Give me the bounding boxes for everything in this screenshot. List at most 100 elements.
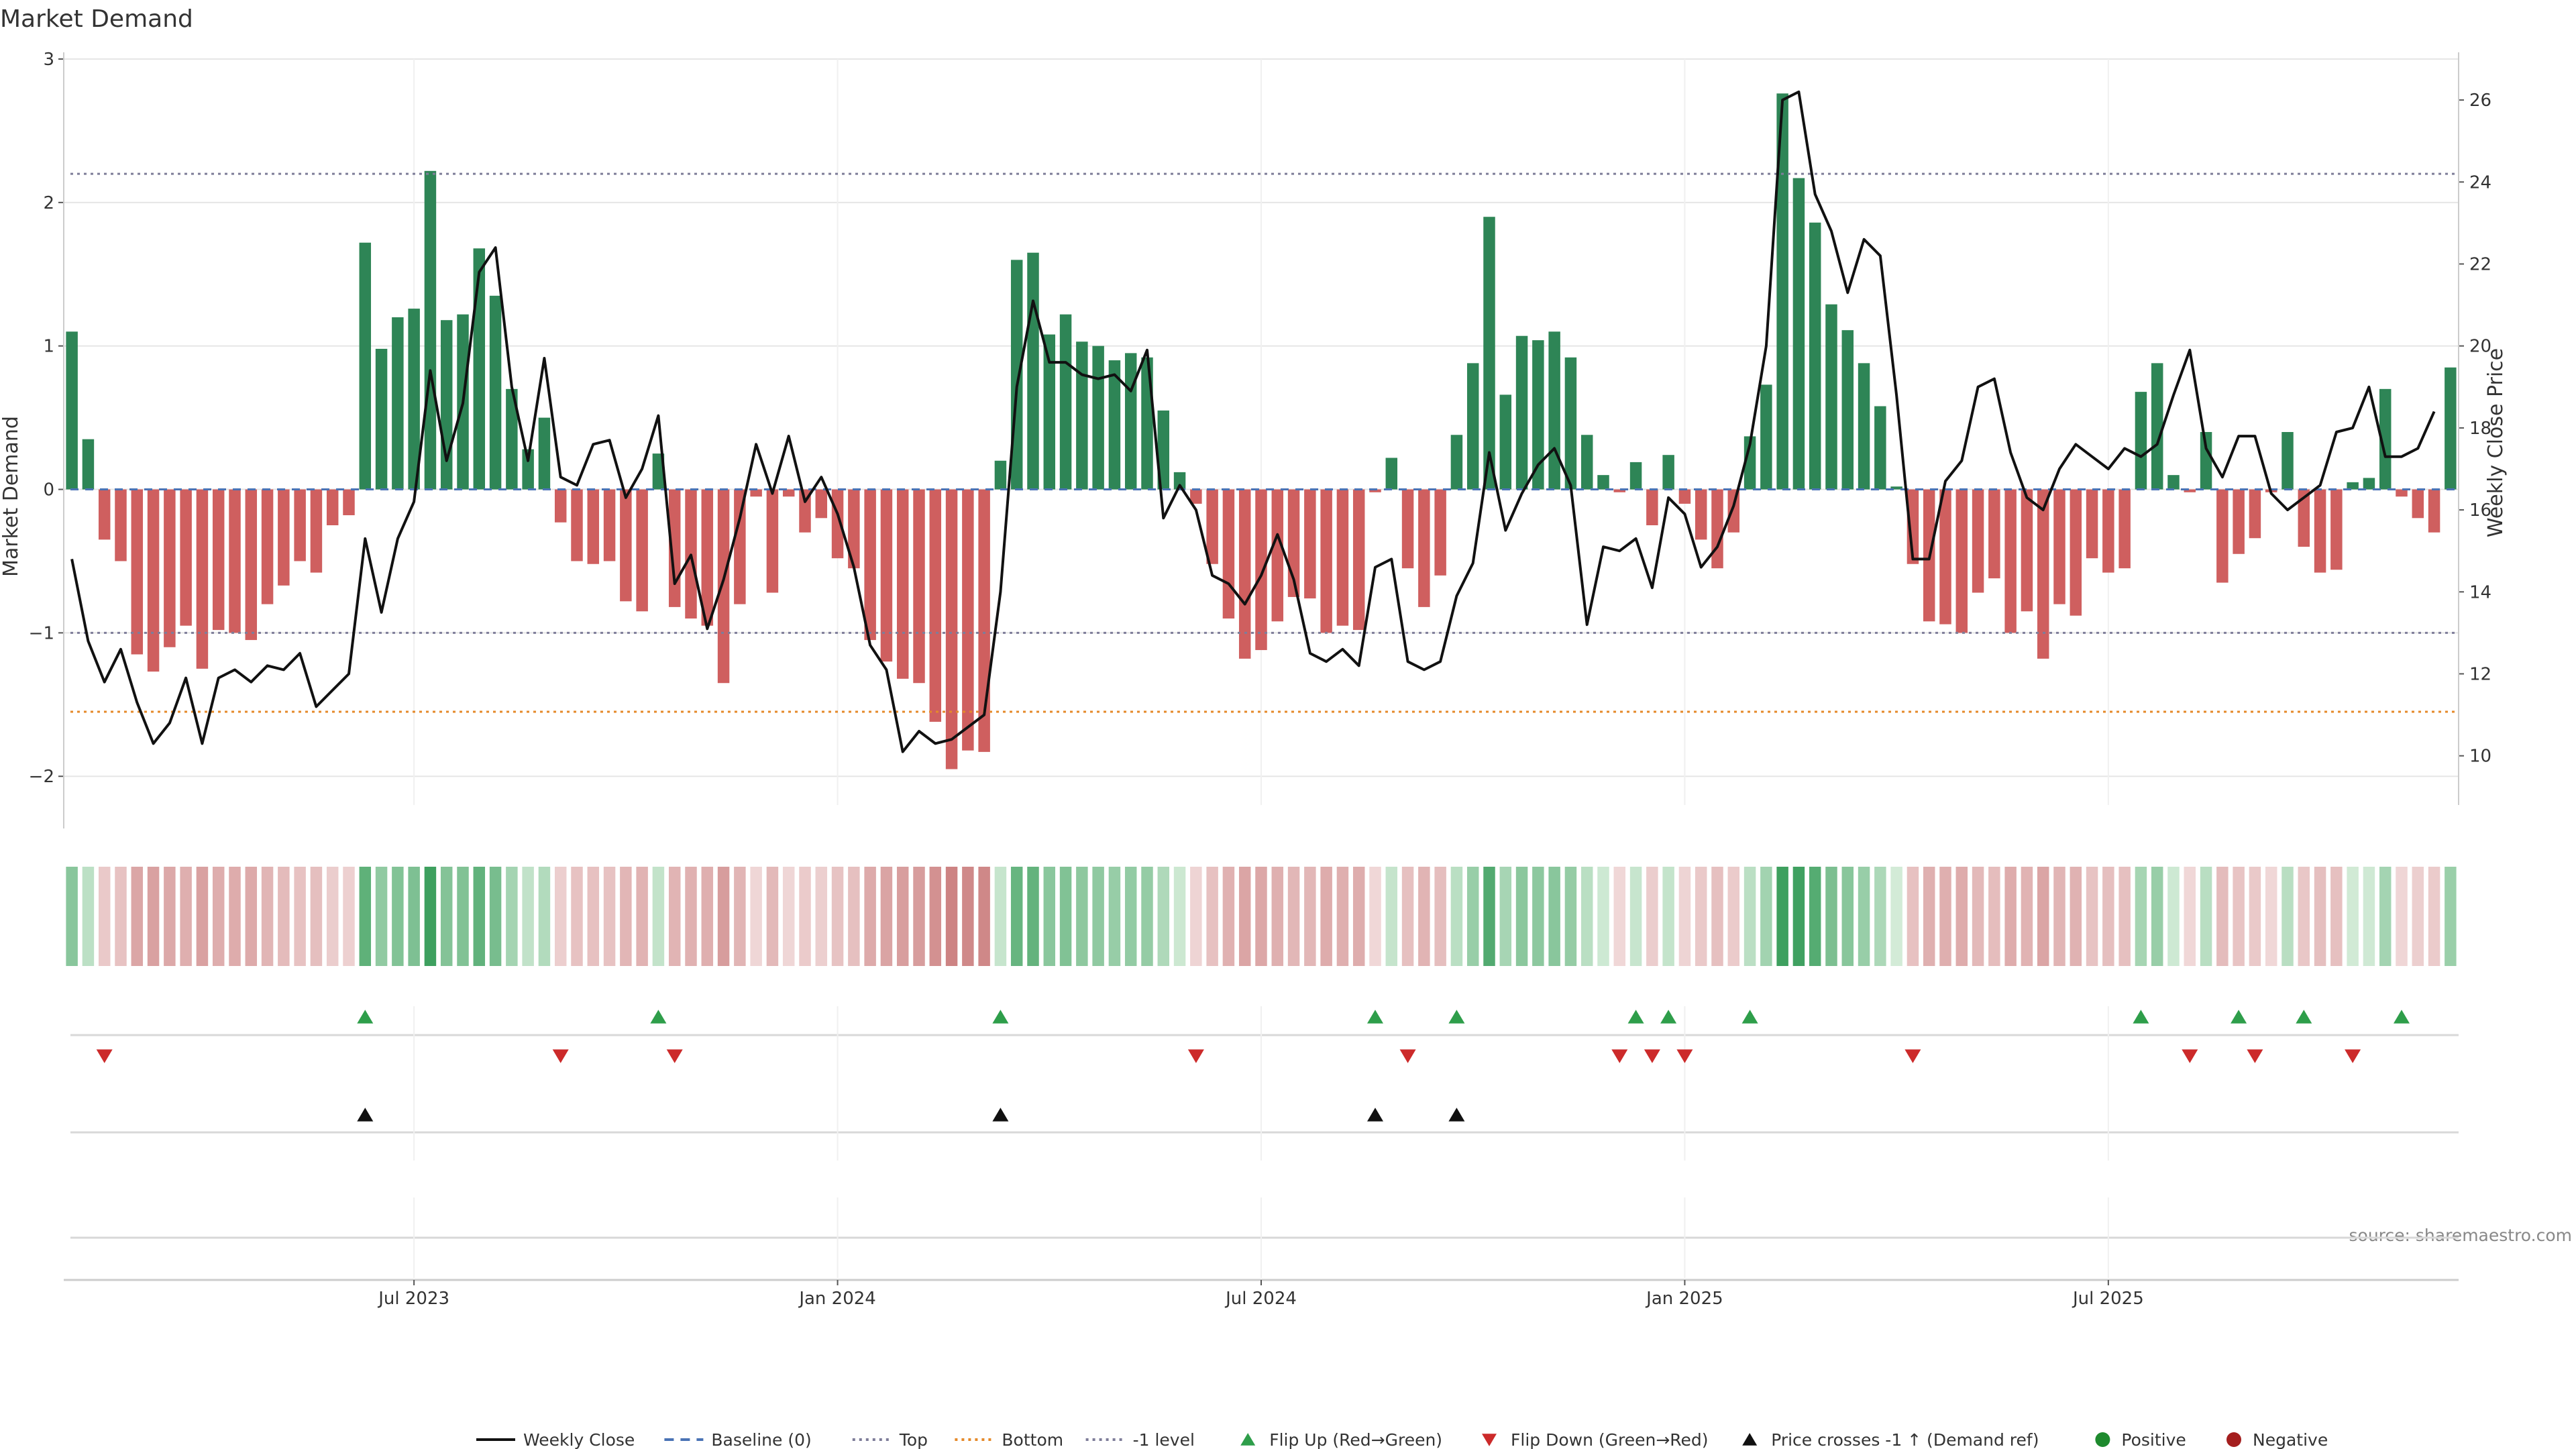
flip-down-marker [2247,1049,2263,1063]
demand-bar [2249,489,2261,539]
heat-cell [620,867,632,966]
heat-cell [1271,867,1284,966]
demand-bar [2070,489,2082,616]
demand-bar [815,489,828,519]
demand-bar [1173,472,1186,490]
heat-cell [1923,867,1935,966]
demand-bar [1238,489,1251,659]
heat-cell [1173,867,1186,966]
heat-cell [1825,867,1837,966]
right-tick-label: 22 [2469,254,2491,274]
x-tick-label: Jul 2025 [2072,1289,2144,1309]
demand-bar [180,489,192,626]
demand-bar [2151,363,2163,490]
x-axis: Jul 2023 Jan 2024 Jul 2024 Jan 2025 Jul 2025 [377,1280,2144,1309]
demand-bar [506,388,518,490]
demand-bar [1255,489,1267,651]
demand-bar [1352,489,1365,631]
heat-cell [1564,867,1577,966]
heat-cell [473,867,486,966]
right-tick-label: 12 [2469,664,2491,684]
flip-down-marker [666,1049,683,1063]
demand-bar [587,489,600,564]
demand-bar [1972,489,1984,593]
heat-cell [652,867,665,966]
demand-bar [1141,357,1153,490]
legend-label: Flip Up (Red→Green) [1269,1430,1442,1449]
heat-cell [1597,867,1609,966]
price-cross-marker [357,1108,374,1122]
demand-bar [1304,489,1316,599]
heat-cell [1743,867,1756,966]
signal-panels [64,1006,2459,1281]
demand-bar [2216,489,2229,583]
heat-cell [375,867,388,966]
heat-cell [799,867,811,966]
heat-cell [506,867,518,966]
heat-cell [880,867,893,966]
demand-bar [1678,489,1691,504]
legend-swatch [1482,1434,1497,1446]
demand-bar [1662,455,1674,490]
flip-up-marker [2133,1010,2149,1024]
demand-bar [1401,489,1414,569]
heat-cell [1027,867,1039,966]
legend-swatch [2226,1432,2241,1447]
price-line-layer [70,90,2436,753]
heat-cell [82,867,95,966]
demand-bar [2412,489,2424,519]
heat-cell [115,867,127,966]
flip-up-marker [650,1010,667,1024]
x-tick-label: Jan 2024 [798,1289,876,1309]
demand-bar [1336,489,1349,626]
flip-down-marker [552,1049,569,1063]
demand-bar [620,489,632,602]
right-tick-label: 14 [2469,582,2491,602]
demand-bar [994,460,1007,490]
demand-bar [1939,489,1951,625]
heat-cell [734,867,746,966]
heat-cell [2135,867,2147,966]
right-tick-label: 24 [2469,172,2491,193]
heat-cell [1255,867,1267,966]
heat-cell [994,867,1007,966]
demand-bar [1434,489,1446,576]
heat-cell [1222,867,1235,966]
heat-cell [1955,867,1968,966]
heat-cell [1515,867,1528,966]
heat-cell [2118,867,2131,966]
heat-cell [1450,867,1463,966]
demand-bar [2379,388,2392,490]
heat-cell [2151,867,2163,966]
demand-bar [1580,435,1593,490]
demand-bar [1466,363,1479,490]
legend-swatch [1240,1433,1256,1446]
flip-up-marker [2231,1010,2247,1024]
legend-label: Flip Down (Green→Red) [1511,1430,1709,1449]
demand-bar [1874,406,1886,490]
heat-cell [294,867,306,966]
demand-bar [2428,489,2440,533]
heat-cell [98,867,111,966]
heat-cell [1760,867,1772,966]
flip-down-marker [1611,1049,1628,1063]
heat-cell [2330,867,2343,966]
demand-bar [2135,392,2147,490]
demand-bar [1369,489,1381,492]
heat-cell [424,867,437,966]
heat-cell [1532,867,1544,966]
demand-bar [538,417,551,490]
heat-cell [1907,867,1919,966]
heat-cell [1695,867,1707,966]
heat-cell [1483,867,1495,966]
heat-cell [1043,867,1056,966]
legend-swatch [1742,1433,1758,1446]
demand-bar [636,489,648,612]
right-tick-label: 10 [2469,747,2491,767]
demand-bar [1027,252,1039,490]
demand-bar [2037,489,2049,659]
flip-up-marker [1741,1010,1758,1024]
legend-label: Price crosses -1 ↑ (Demand ref) [1771,1430,2039,1449]
heat-cell [1190,867,1202,966]
flip-down-marker [1187,1049,1204,1063]
